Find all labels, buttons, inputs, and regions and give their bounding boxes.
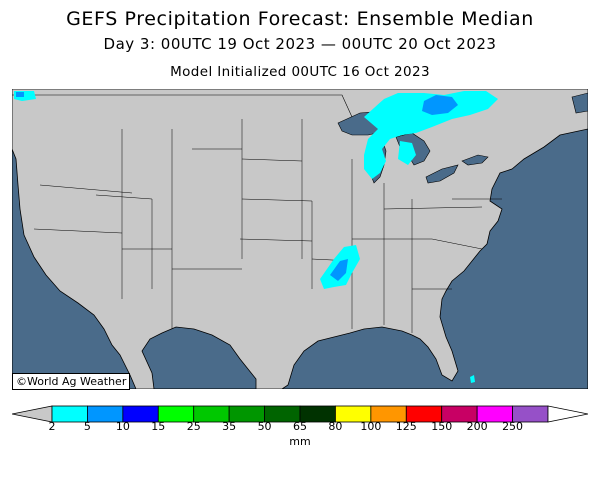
colorbar <box>12 405 588 423</box>
copyright-label: ©World Ag Weather <box>12 373 131 390</box>
map-subtitle: Day 3: 00UTC 19 Oct 2023 — 00UTC 20 Oct … <box>103 35 497 53</box>
colorbar-tick-label: 2 <box>48 420 56 433</box>
precip-florida-light <box>470 375 475 383</box>
precip-pnw-moderate <box>16 92 24 97</box>
lake-ontario <box>461 154 489 166</box>
model-init-line: Model Initialized 00UTC 16 Oct 2023 <box>170 64 430 80</box>
colorbar-tick-label: 5 <box>83 420 91 433</box>
colorbar-tick-label: 80 <box>328 420 343 433</box>
colorbar-segment <box>51 405 88 423</box>
precip-shading <box>14 91 498 383</box>
colorbar-tick-label: 65 <box>293 420 307 433</box>
colorbar-unit: mm <box>289 435 311 448</box>
land-mass <box>12 89 588 389</box>
precip-great-lakes-light <box>364 91 498 179</box>
colorbar-tick-label: 50 <box>257 420 272 433</box>
colorbar-over-triangle <box>547 405 588 423</box>
colorbar-tick-label: 125 <box>395 420 417 433</box>
hudson-bay-inlet <box>571 92 588 114</box>
map-title: GEFS Precipitation Forecast: Ensemble Me… <box>66 8 534 30</box>
precip-midsouth-moderate <box>330 259 348 281</box>
colorbar-tick-label: 15 <box>151 420 166 433</box>
state-borders <box>33 119 502 333</box>
colorbar-tick-label: 200 <box>466 420 488 433</box>
colorbar-tick-label: 35 <box>222 420 237 433</box>
colorbar-tick-label: 10 <box>115 420 130 433</box>
precip-michigan-light <box>398 141 416 165</box>
colorbar-tick-label: 25 <box>186 420 201 433</box>
colorbar-tick-label: 100 <box>360 420 382 433</box>
colorbar-tick-label: 250 <box>502 420 524 433</box>
colorbar-tick-label: 150 <box>431 420 453 433</box>
lake-erie <box>425 164 459 184</box>
precip-great-lakes-moderate <box>422 95 458 115</box>
us-canada-border <box>12 94 353 118</box>
precipitation-map <box>12 89 588 389</box>
colorbar-under-triangle <box>12 405 53 423</box>
